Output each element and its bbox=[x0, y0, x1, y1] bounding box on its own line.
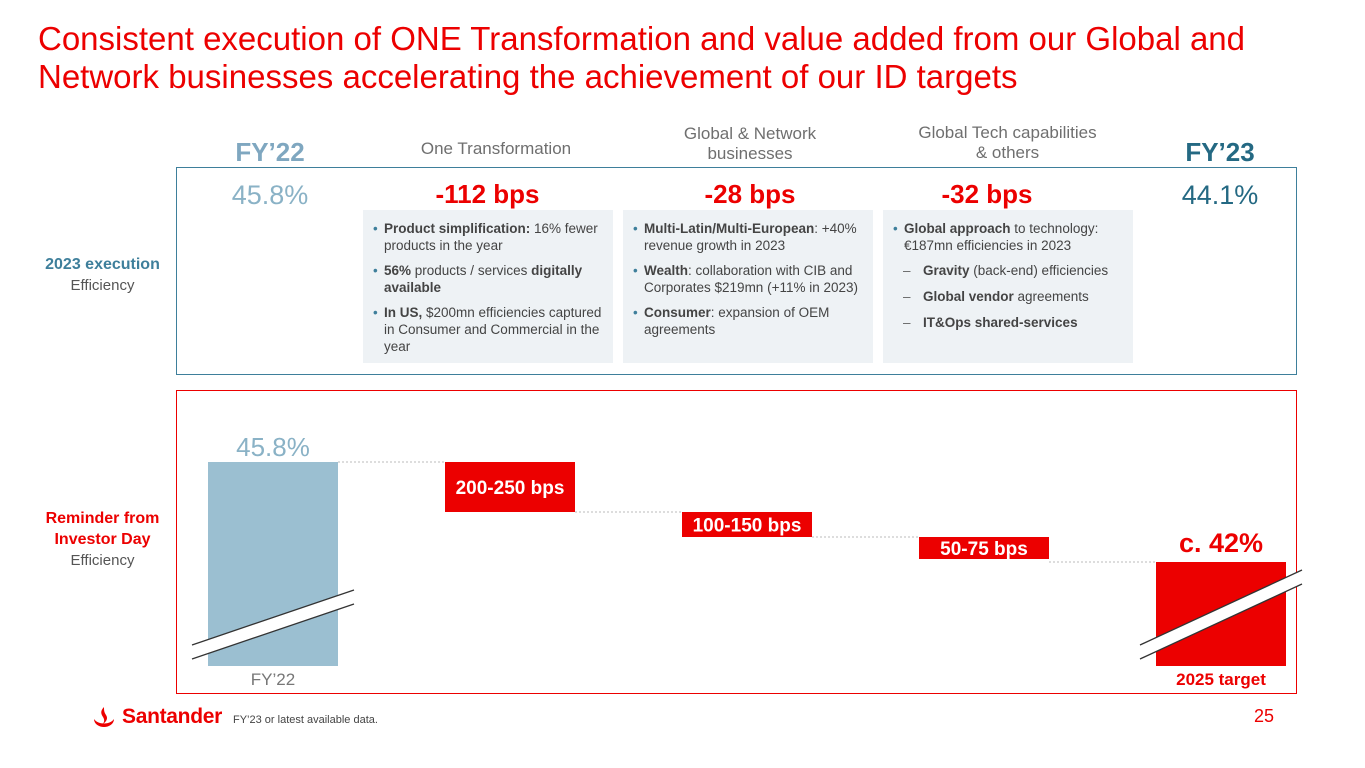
execution-subtitle: Efficiency bbox=[70, 277, 135, 294]
bullet-us-efficiencies: In US, $200mn efficiencies captured in C… bbox=[373, 304, 605, 355]
bps-global-network: -28 bps bbox=[704, 179, 796, 209]
footnote: FY’23 or latest available data. bbox=[233, 714, 378, 726]
brand-name: Santander bbox=[122, 705, 222, 728]
reminder-side-label: Reminder from Investor Day Efficiency bbox=[20, 508, 185, 571]
reminder-box bbox=[176, 390, 1297, 694]
bar-2025-target-value-label: c. 42% bbox=[1179, 528, 1263, 558]
axis-break-line-b-4 bbox=[1139, 583, 1303, 660]
axis-break-line-a-0 bbox=[191, 589, 355, 646]
bullet-consumer: Consumer: expansion of OEM agreements bbox=[633, 304, 865, 338]
page-number: 25 bbox=[1254, 706, 1275, 726]
fy23-value: 44.1% bbox=[1181, 180, 1259, 210]
execution-side-label: 2023 execution Efficiency bbox=[30, 254, 175, 296]
bar-2025-target-category-label: 2025 target bbox=[1176, 670, 1266, 689]
axis-break-4 bbox=[1140, 570, 1302, 659]
bullet-digitally-available: 56% products / services digitally availa… bbox=[373, 262, 605, 296]
reminder-subtitle: Efficiency bbox=[70, 552, 135, 569]
step-100-150-label: 100-150 bps bbox=[693, 516, 802, 537]
axis-break-line-a-4 bbox=[1139, 569, 1303, 646]
execution-title: 2023 execution bbox=[45, 256, 160, 273]
fy22-header: FY’22 bbox=[235, 137, 305, 167]
bullet-global-approach: Global approach to technology: €187mn ef… bbox=[893, 220, 1125, 254]
santander-logo: Santander bbox=[92, 704, 222, 730]
waterfall-connectors bbox=[338, 461, 1156, 563]
bar-step-50-75 bbox=[919, 537, 1049, 559]
header-global-network: Global & Network businesses bbox=[683, 124, 817, 163]
sub-bullet-global-vendor: Global vendor agreements bbox=[893, 288, 1125, 305]
sub-bullet-gravity: Gravity (back-end) efficiencies bbox=[893, 262, 1125, 279]
panel-global-tech: Global approach to technology: €187mn ef… bbox=[883, 210, 1133, 363]
reminder-line2: Investor Day bbox=[54, 531, 151, 548]
bps-global-tech: -32 bps bbox=[941, 179, 1033, 209]
panel-global-network: Multi-Latin/Multi-European: +40% revenue… bbox=[623, 210, 873, 363]
sub-bullet-itops: IT&Ops shared-services bbox=[893, 314, 1125, 331]
reminder-line1: Reminder from bbox=[45, 510, 160, 527]
axis-break-marks bbox=[191, 569, 1303, 660]
axis-break-0 bbox=[192, 590, 354, 659]
bar-fy22-value-label: 45.8% bbox=[236, 432, 310, 462]
header-global-tech: Global Tech capabilities & others bbox=[918, 123, 1097, 162]
flame-icon bbox=[94, 707, 114, 727]
execution-box bbox=[176, 167, 1297, 375]
bar-fy22-category-label: FY’22 bbox=[251, 670, 295, 689]
fy23-header: FY’23 bbox=[1185, 137, 1255, 167]
bullet-product-simplification: Product simplification: 16% fewer produc… bbox=[373, 220, 605, 254]
fy22-value: 45.8% bbox=[231, 180, 309, 210]
header-one-transformation: One Transformation bbox=[420, 139, 572, 158]
bullet-multi-latin: Multi-Latin/Multi-European: +40% revenue… bbox=[633, 220, 865, 254]
axis-break-line-b-0 bbox=[191, 603, 355, 660]
step-200-250-label: 200-250 bps bbox=[456, 478, 565, 499]
bar-step-200-250 bbox=[445, 462, 575, 512]
bps-one-transformation: -112 bps bbox=[435, 179, 540, 209]
bullet-wealth: Wealth: collaboration with CIB and Corpo… bbox=[633, 262, 865, 296]
bar-step-100-150 bbox=[682, 512, 812, 537]
slide-title: Consistent execution of ONE Transformati… bbox=[38, 20, 1246, 95]
panel-one-transformation: Product simplification: 16% fewer produc… bbox=[363, 210, 613, 363]
step-50-75-label: 50-75 bps bbox=[940, 539, 1028, 560]
